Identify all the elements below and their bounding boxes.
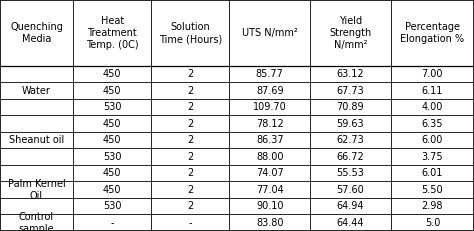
Text: Solution
Time (Hours): Solution Time (Hours)	[159, 22, 222, 44]
Text: 67.73: 67.73	[337, 86, 365, 96]
Text: 2: 2	[187, 201, 193, 211]
Text: 78.12: 78.12	[256, 119, 283, 129]
Text: 62.73: 62.73	[337, 135, 365, 145]
Text: 2: 2	[187, 102, 193, 112]
Text: 6.11: 6.11	[422, 86, 443, 96]
Text: 55.53: 55.53	[337, 168, 365, 178]
Text: 109.70: 109.70	[253, 102, 287, 112]
Text: 450: 450	[103, 69, 121, 79]
Text: 86.37: 86.37	[256, 135, 283, 145]
Text: 77.04: 77.04	[256, 185, 283, 195]
Text: Palm Kernel
Oil: Palm Kernel Oil	[8, 179, 65, 201]
Text: -: -	[110, 218, 114, 228]
Text: 66.72: 66.72	[337, 152, 365, 162]
Text: 450: 450	[103, 86, 121, 96]
Text: 7.00: 7.00	[422, 69, 443, 79]
Text: 2: 2	[187, 135, 193, 145]
Text: 2: 2	[187, 119, 193, 129]
Text: 70.89: 70.89	[337, 102, 365, 112]
Text: Sheanut oil: Sheanut oil	[9, 135, 64, 145]
Text: 87.69: 87.69	[256, 86, 283, 96]
Text: 90.10: 90.10	[256, 201, 283, 211]
Text: 85.77: 85.77	[256, 69, 284, 79]
Text: 64.44: 64.44	[337, 218, 364, 228]
Text: 530: 530	[103, 152, 121, 162]
Text: Percentage
Elongation %: Percentage Elongation %	[401, 22, 465, 44]
Text: 2.98: 2.98	[422, 201, 443, 211]
Text: -: -	[189, 218, 192, 228]
Text: Heat
Treatment
Temp. (0C): Heat Treatment Temp. (0C)	[86, 15, 138, 50]
Text: 2: 2	[187, 69, 193, 79]
Text: 88.00: 88.00	[256, 152, 283, 162]
Text: 6.01: 6.01	[422, 168, 443, 178]
Text: 450: 450	[103, 168, 121, 178]
Text: 63.12: 63.12	[337, 69, 365, 79]
Text: 74.07: 74.07	[256, 168, 283, 178]
Text: 5.0: 5.0	[425, 218, 440, 228]
Text: Control
sample: Control sample	[19, 212, 55, 231]
Text: UTS N/mm²: UTS N/mm²	[242, 28, 298, 38]
Text: 4.00: 4.00	[422, 102, 443, 112]
Text: 6.00: 6.00	[422, 135, 443, 145]
Text: 2: 2	[187, 185, 193, 195]
Text: 450: 450	[103, 119, 121, 129]
Text: 2: 2	[187, 152, 193, 162]
Text: 2: 2	[187, 86, 193, 96]
Text: 5.50: 5.50	[421, 185, 443, 195]
Text: Yield
Strength
N/mm²: Yield Strength N/mm²	[329, 15, 372, 50]
Text: 6.35: 6.35	[422, 119, 443, 129]
Text: 450: 450	[103, 185, 121, 195]
Text: 3.75: 3.75	[421, 152, 443, 162]
Text: 530: 530	[103, 201, 121, 211]
Text: 64.94: 64.94	[337, 201, 364, 211]
Text: 2: 2	[187, 168, 193, 178]
Text: 83.80: 83.80	[256, 218, 283, 228]
Text: Water: Water	[22, 86, 51, 96]
Text: 59.63: 59.63	[337, 119, 365, 129]
Text: 450: 450	[103, 135, 121, 145]
Text: 57.60: 57.60	[337, 185, 365, 195]
Text: Quenching
Media: Quenching Media	[10, 22, 63, 44]
Text: 530: 530	[103, 102, 121, 112]
